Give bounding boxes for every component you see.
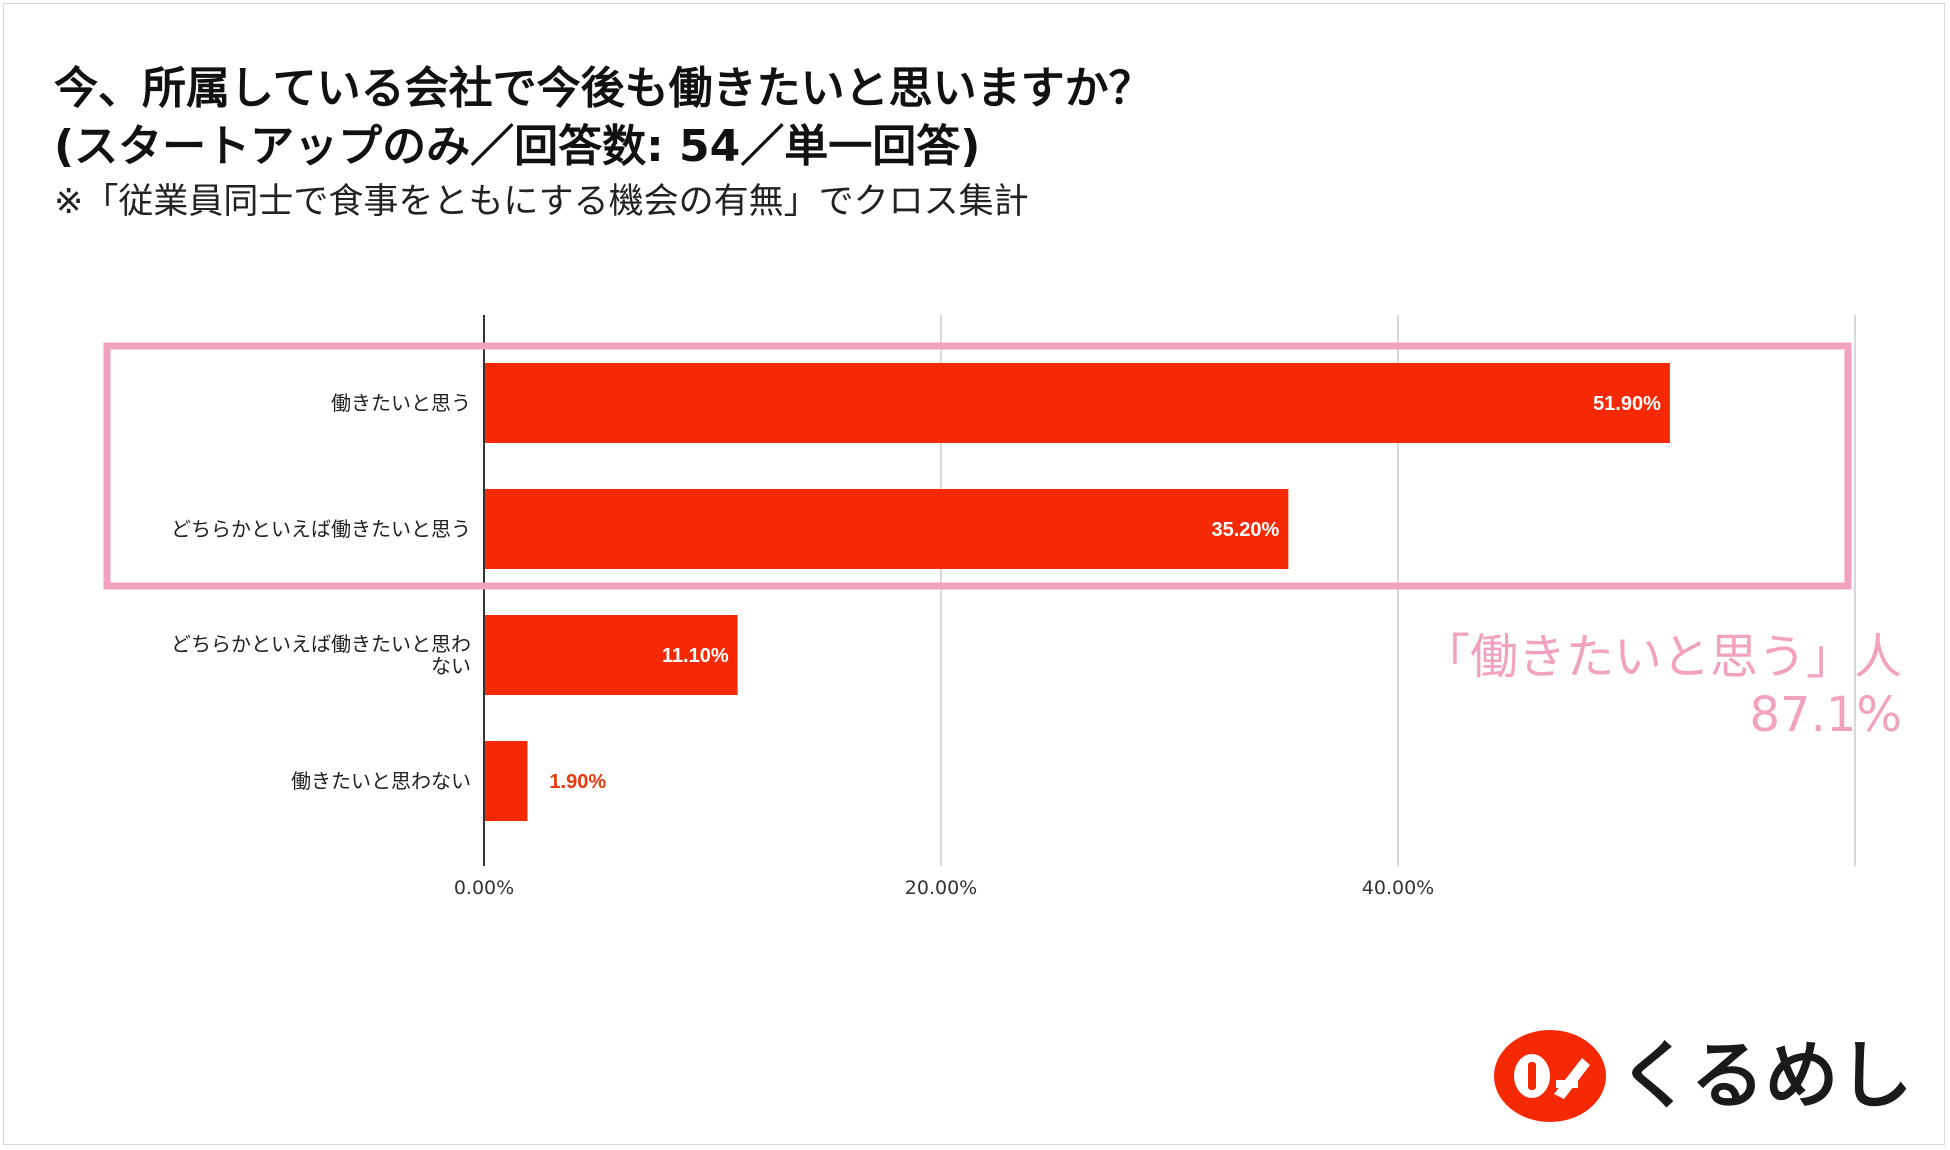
chart-subtitle: ※「従業員同士で食事をともにする機会の有無」でクロス集計: [54, 182, 1029, 222]
x-tick-label: 40.00%: [1362, 877, 1434, 899]
x-tick-label: 20.00%: [905, 877, 977, 899]
bar: [484, 741, 528, 821]
data-label: 51.90%: [1593, 393, 1661, 415]
category-label: 働きたいと思わない: [291, 769, 471, 793]
bar: [484, 615, 738, 695]
title-line-2: (スタートアップのみ／回答数: 54／単一回答): [54, 121, 981, 172]
chart-title: 今、所属している会社で今後も働きたいと思いますか？ (スタートアップのみ／回答数…: [54, 60, 1153, 176]
callout-text: 「働きたいと思う」人: [1421, 629, 1902, 685]
category-label: 働きたいと思う: [331, 391, 471, 415]
data-label: 1.90%: [549, 771, 606, 793]
chart-frame: [3, 3, 1945, 1145]
callout-value: 87.1%: [1749, 687, 1902, 743]
category-label: どちらかといえば働きたいと思う: [171, 517, 471, 541]
logo-mark-icon: [1494, 1030, 1606, 1122]
x-tick-label: 0.00%: [454, 877, 514, 899]
category-label: どちらかといえば働きたいと思わ: [171, 632, 471, 656]
bar: [484, 363, 1670, 443]
highlight-box: [103, 342, 1852, 590]
data-label: 11.10%: [662, 645, 729, 667]
logo-wordmark: くるめし: [1618, 1033, 1913, 1119]
data-label: 35.20%: [1211, 519, 1279, 541]
highlight-callout: 「働きたいと思う」人 87.1%: [1422, 628, 1902, 744]
kurumeshi-logo: くるめし: [1490, 1028, 1920, 1124]
category-label: ない: [431, 654, 471, 678]
bar: [484, 489, 1289, 569]
title-line-1: 今、所属している会社で今後も働きたいと思いますか？: [54, 63, 1153, 114]
